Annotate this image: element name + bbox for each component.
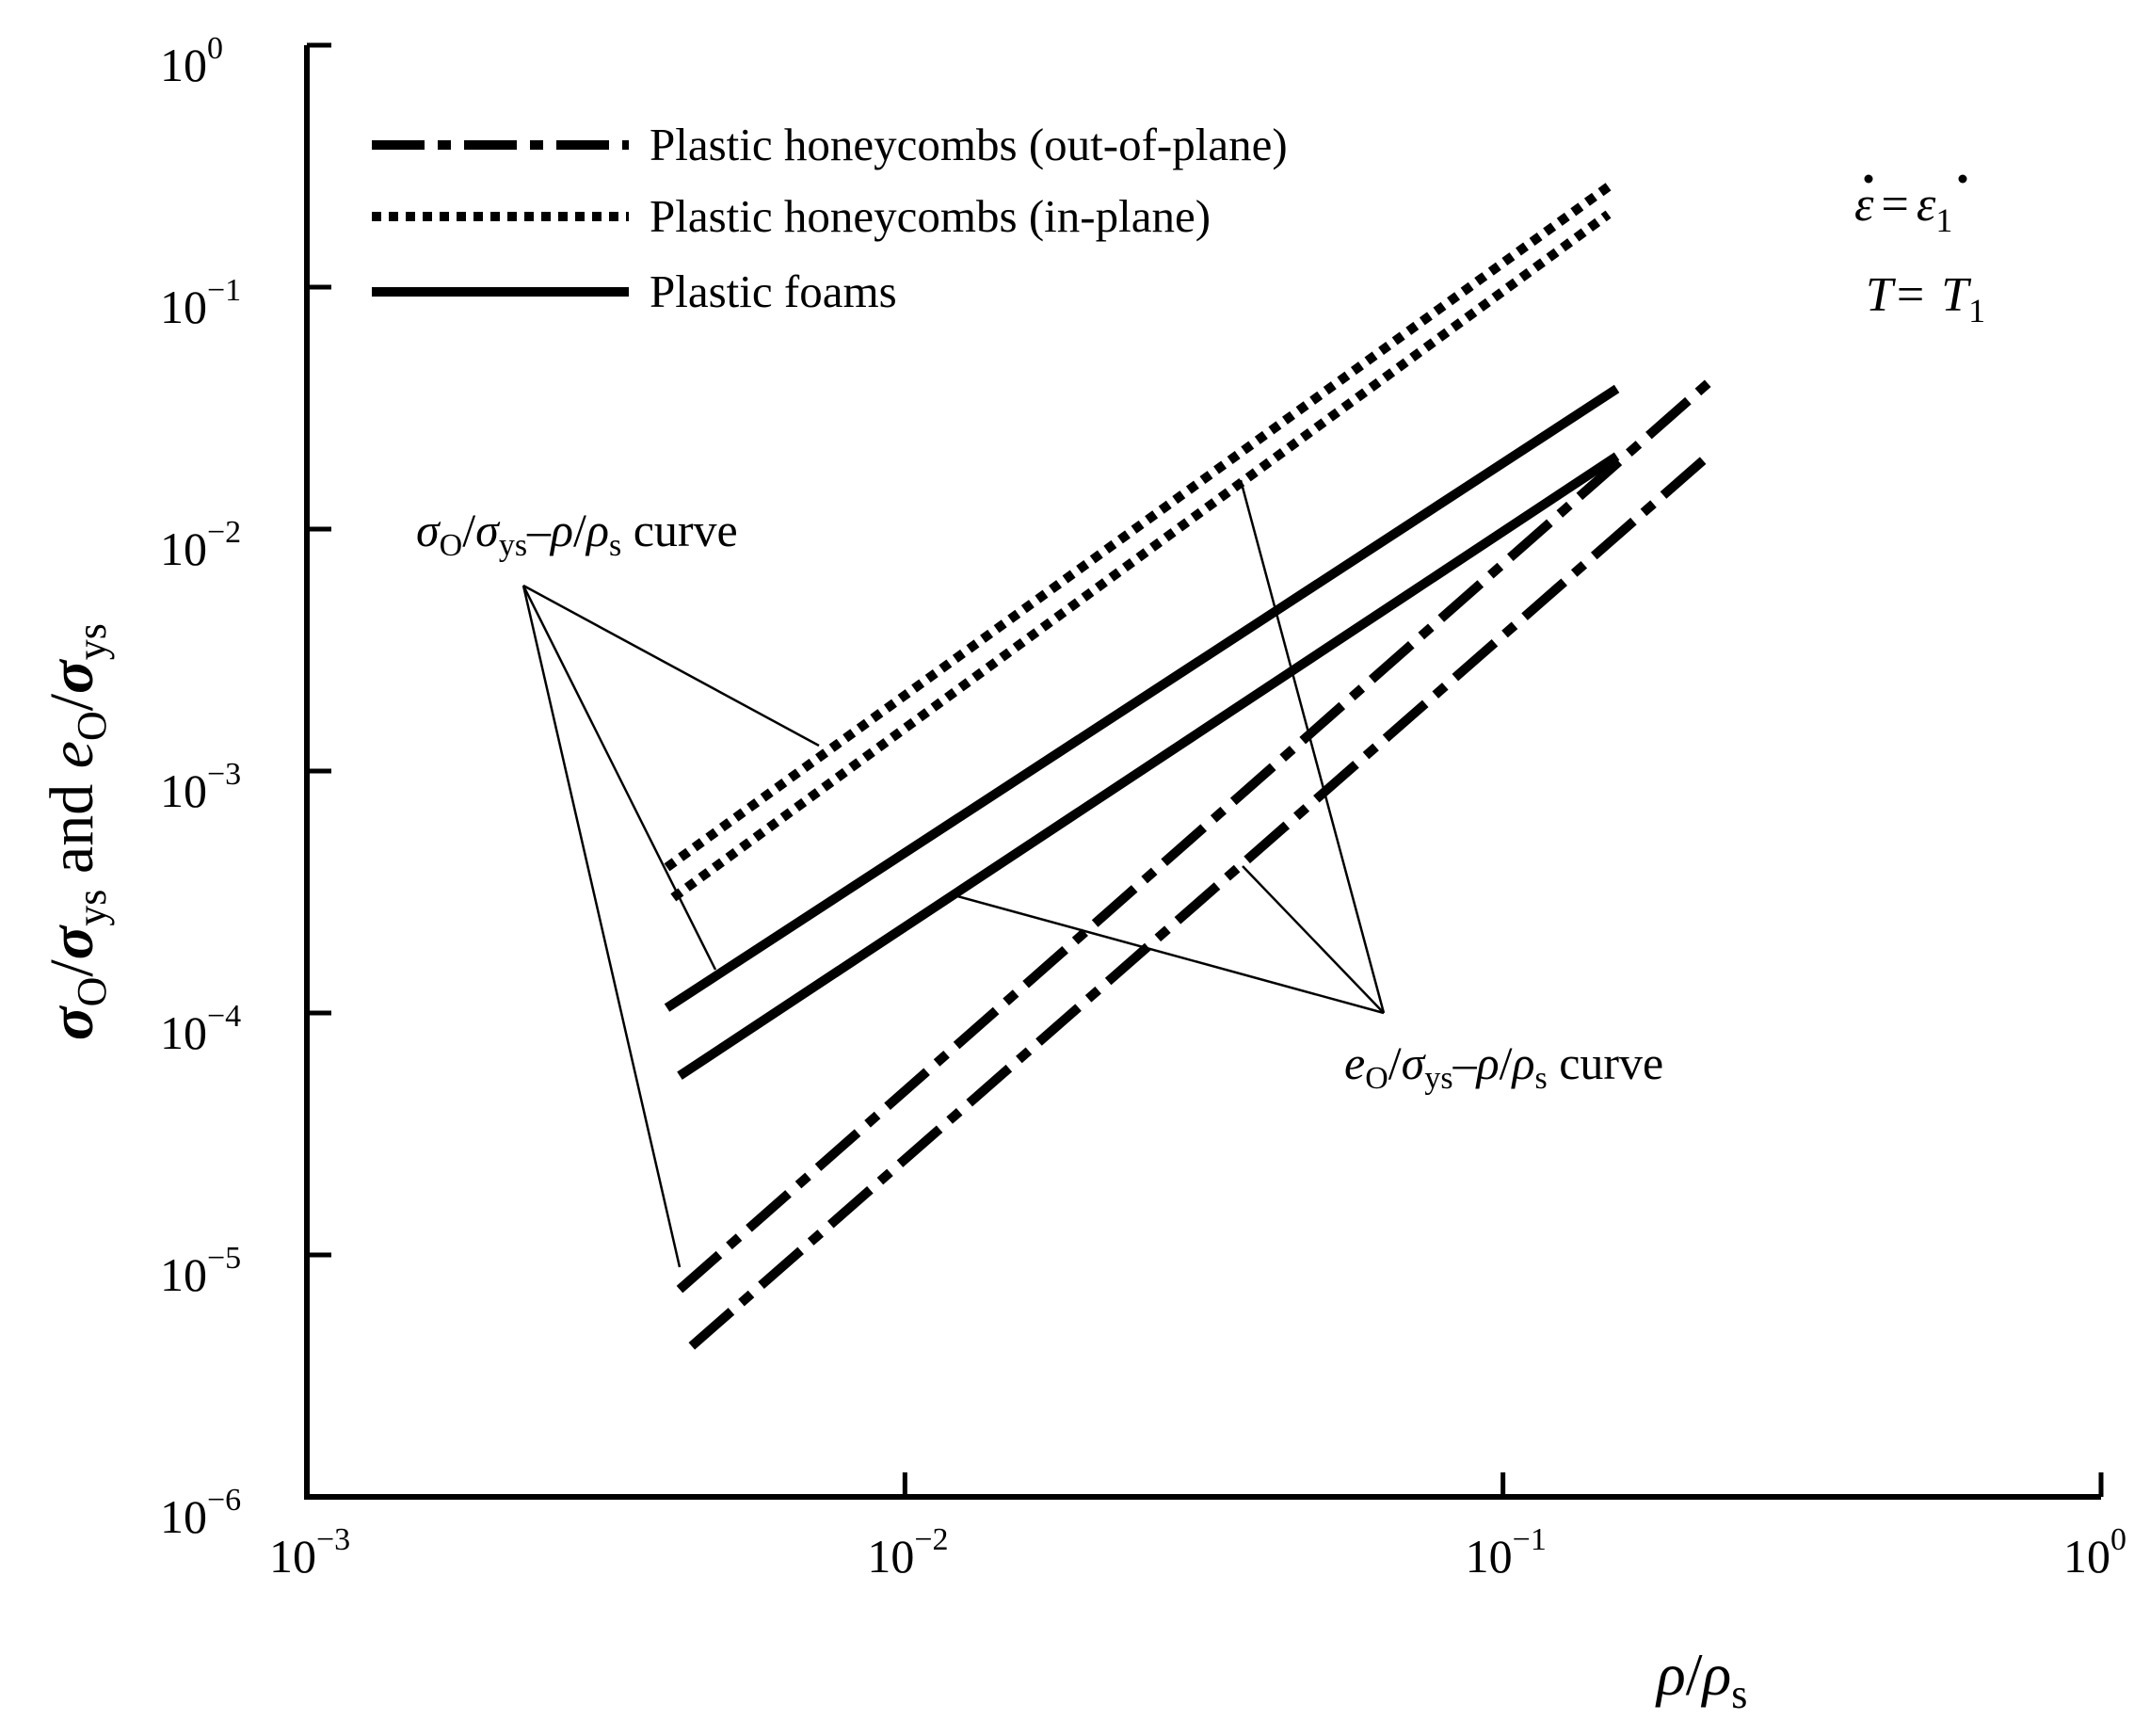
ylabel-b: σ	[38, 924, 106, 959]
sigma-annot-d-sub: s	[609, 528, 621, 563]
e-leader-dotted	[1239, 479, 1386, 1014]
sigma-annot-s2: /	[573, 504, 586, 556]
sigma-annot-a-sub: O	[440, 528, 463, 563]
sigma-leader-dashdot	[521, 585, 682, 1268]
ylabel-a-sub: O	[69, 977, 115, 1007]
legend: Plastic honeycombs (out-of-plane) Plasti…	[372, 119, 1288, 317]
temp-rhs: T	[1941, 268, 1971, 322]
rate-rhs-dot	[1958, 174, 1967, 184]
plot-frame	[304, 45, 2101, 1500]
sigma-annot-tail: curve	[621, 504, 738, 556]
y-tick-label: 10−4	[160, 999, 241, 1059]
rate-lhs-dot	[1864, 174, 1873, 184]
e-curve-leaders	[950, 479, 1386, 1015]
e-annot-d-sub: s	[1534, 1061, 1547, 1096]
sigma-annot-c: ρ	[549, 504, 573, 556]
e-annot-c: ρ	[1475, 1037, 1500, 1089]
xlabel-b: ρ	[1701, 1641, 1732, 1708]
e-annot-s1: /	[1388, 1037, 1402, 1089]
rate-lhs: ε	[1854, 178, 1874, 232]
y-tick-label: 10−6	[160, 1483, 241, 1543]
y-tick-label: 10−1	[160, 273, 241, 333]
ylabel-mid: and	[38, 768, 106, 889]
y-ticks: 10−6 10−5 10−4 10−3 10−2 10−1 100	[160, 31, 331, 1543]
conditions: ε = ε1 T= T1	[1854, 174, 1985, 330]
ylabel-b-sub: ys	[69, 890, 115, 926]
x-axis-title: ρ/ρs	[1655, 1641, 1747, 1717]
e-annot-b-sub: ys	[1424, 1061, 1452, 1096]
temp-eq: =	[1897, 268, 1924, 322]
rate-sub: 1	[1935, 201, 1952, 239]
e-annot-dash: –	[1452, 1037, 1478, 1089]
temp-sub: 1	[1968, 292, 1985, 330]
series-line-dotted-sigma-o	[664, 183, 1612, 872]
y-axis-title: σO/σys and eO/σys	[38, 623, 115, 1040]
rate-eq: =	[1882, 178, 1909, 232]
legend-label-in-plane: Plastic honeycombs (in-plane)	[650, 190, 1211, 242]
sigma-leader-solid	[521, 585, 717, 971]
e-curve-annotation: eO/σys–ρ/ρs curve	[1344, 1037, 1663, 1096]
xlabel-slash: /	[1686, 1641, 1703, 1708]
legend-label-foams: Plastic foams	[650, 265, 897, 317]
ylabel-slash2: /	[38, 693, 106, 711]
sigma-curve-annotation: σO/σys–ρ/ρs curve	[416, 504, 738, 563]
rate-rhs: ε	[1917, 178, 1936, 232]
x-tick-label: 100	[2063, 1522, 2126, 1583]
series-line-solid-sigma-o	[664, 384, 1620, 1012]
ylabel-d-sub: ys	[69, 623, 115, 660]
series-line-dashdot-e-o	[688, 452, 1711, 1350]
e-leader-solid	[950, 892, 1385, 1015]
e-annot-b: σ	[1402, 1037, 1427, 1089]
series-line-dotted-e-o	[670, 210, 1612, 902]
xlabel-a: ρ	[1655, 1641, 1686, 1708]
x-ticks: 10−3 10−2 10−1 100	[269, 1472, 2126, 1583]
sigma-annot-dash: –	[526, 504, 552, 556]
ylabel-c-sub: O	[69, 711, 115, 741]
e-annot-s2: /	[1500, 1037, 1513, 1089]
xlabel-b-sub: s	[1731, 1671, 1747, 1717]
series-line-solid-e-o	[677, 452, 1620, 1080]
sigma-annot-d: ρ	[585, 504, 609, 556]
ylabel-d: σ	[38, 658, 106, 694]
x-tick-label: 10−3	[269, 1522, 350, 1583]
y-tick-label: 10−3	[160, 757, 241, 817]
temp-lhs: T	[1866, 268, 1896, 322]
sigma-curve-leaders	[521, 584, 820, 1268]
e-annot-a-sub: O	[1365, 1061, 1388, 1096]
sigma-leader-dotted	[522, 584, 820, 747]
x-tick-label: 10−2	[867, 1522, 948, 1583]
e-annot-tail: curve	[1548, 1037, 1664, 1089]
e-annot-a: e	[1344, 1037, 1365, 1089]
e-annot-d: ρ	[1510, 1037, 1534, 1089]
ylabel-slash1: /	[38, 959, 106, 977]
ylabel-c: e	[38, 741, 106, 768]
sigma-annot-s1: /	[462, 504, 475, 556]
sigma-annot-b: σ	[475, 504, 501, 556]
sigma-annot-a: σ	[416, 504, 441, 556]
legend-label-out-of-plane: Plastic honeycombs (out-of-plane)	[650, 119, 1288, 170]
y-tick-label: 10−5	[160, 1241, 241, 1301]
strain-rate-condition: ε = ε1	[1854, 178, 1952, 239]
series-line-dashdot-sigma-o	[676, 379, 1711, 1294]
series-layer	[664, 183, 1711, 1350]
ylabel-a: σ	[38, 1005, 106, 1040]
y-tick-label: 10−2	[160, 515, 241, 575]
e-leader-dashdot	[1242, 865, 1385, 1014]
x-tick-label: 10−1	[1466, 1522, 1547, 1583]
temperature-condition: T= T1	[1866, 268, 1985, 330]
sigma-annot-b-sub: ys	[499, 528, 527, 563]
y-tick-label: 100	[160, 31, 223, 91]
